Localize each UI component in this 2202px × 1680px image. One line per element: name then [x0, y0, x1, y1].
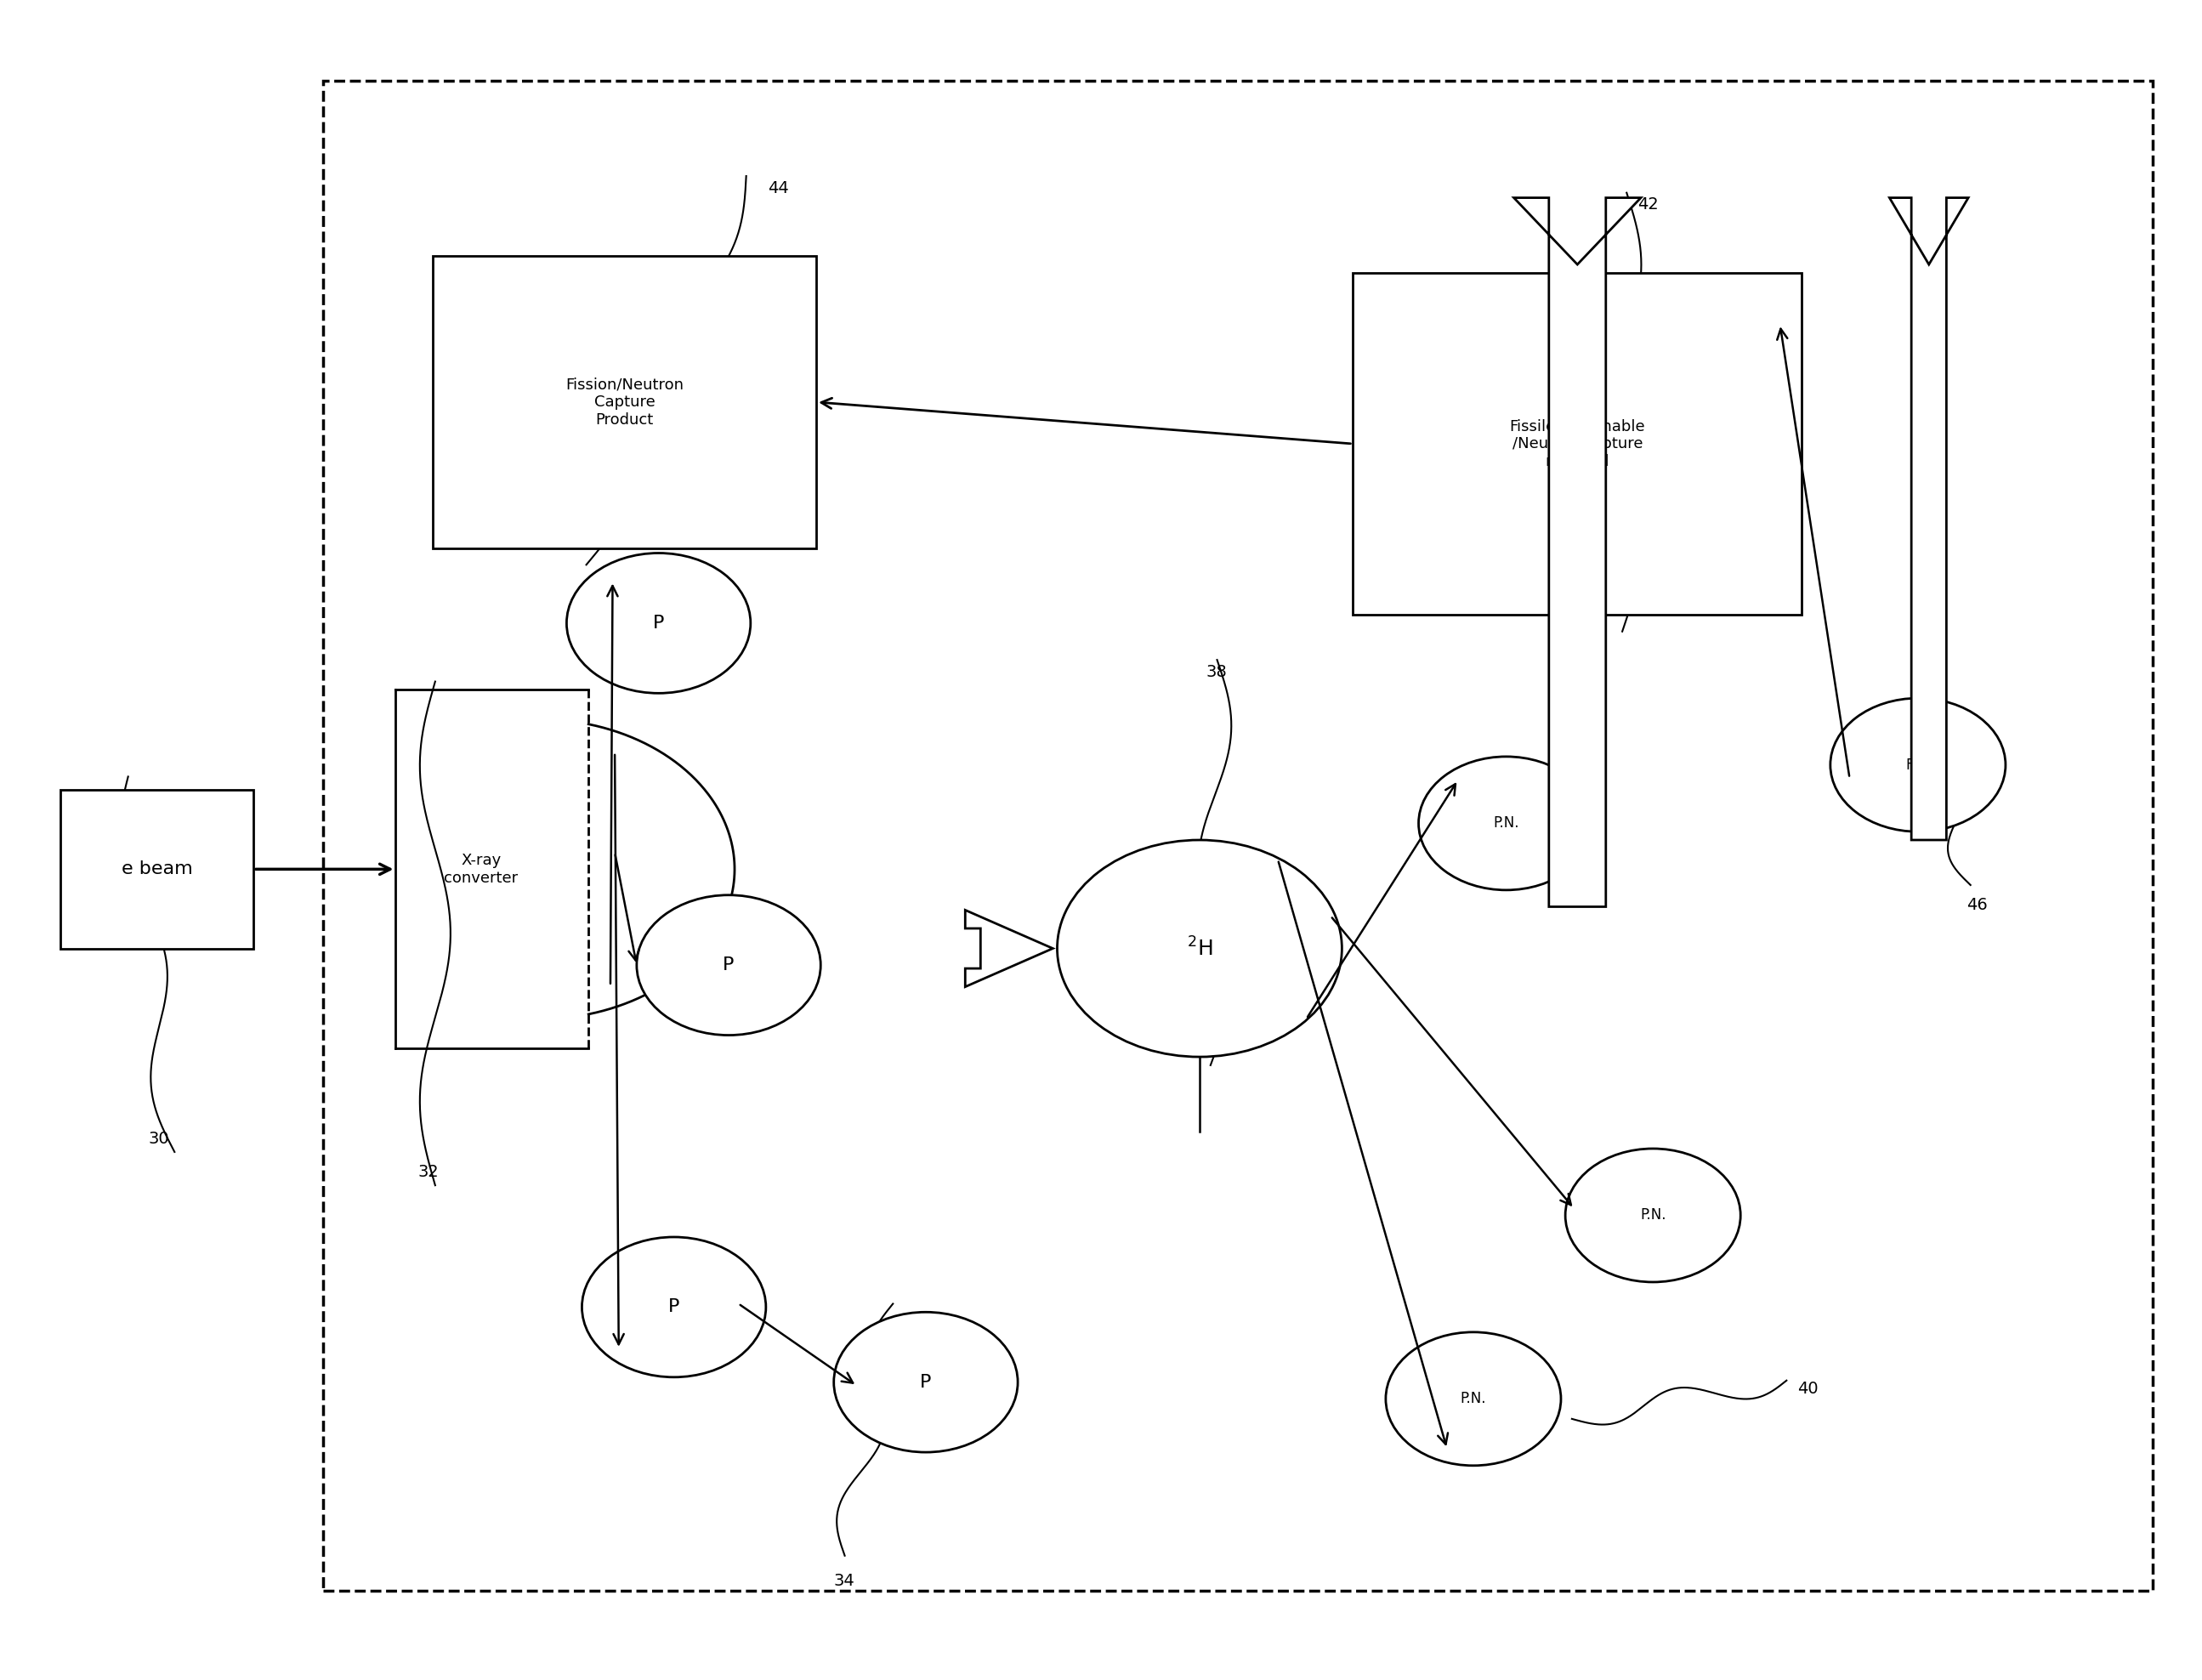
Text: 40: 40	[1797, 1381, 1819, 1398]
Text: Fissile/Fissionable
/Neutron capture
material: Fissile/Fissionable /Neutron capture mat…	[1511, 418, 1645, 469]
Circle shape	[1566, 1149, 1740, 1282]
Text: P: P	[722, 956, 733, 974]
Circle shape	[566, 553, 751, 694]
Circle shape	[1385, 1332, 1561, 1465]
Text: e beam: e beam	[121, 860, 192, 877]
Bar	[396, 690, 588, 1048]
Circle shape	[835, 1312, 1017, 1452]
Circle shape	[581, 1236, 766, 1378]
Text: 30: 30	[148, 1131, 170, 1147]
Text: P.N.: P.N.	[1493, 816, 1519, 832]
Text: P.N.: P.N.	[1460, 1391, 1486, 1406]
Text: F.N.: F.N.	[1905, 758, 1931, 773]
Text: P.N.: P.N.	[1640, 1208, 1667, 1223]
Text: 34: 34	[835, 1572, 854, 1589]
Polygon shape	[964, 911, 1053, 986]
Text: P: P	[654, 615, 665, 632]
Polygon shape	[1513, 198, 1640, 907]
Text: P: P	[920, 1374, 931, 1391]
Bar	[324, 81, 2151, 1591]
Text: 44: 44	[768, 180, 788, 197]
Text: X-ray
converter: X-ray converter	[445, 853, 517, 885]
Bar	[434, 255, 817, 548]
Circle shape	[1057, 840, 1341, 1057]
Circle shape	[1830, 699, 2006, 832]
Text: P: P	[667, 1299, 680, 1315]
Bar	[62, 790, 253, 949]
Text: 32: 32	[418, 1164, 438, 1181]
Bar	[1352, 272, 1801, 615]
Text: $^{2}$H: $^{2}$H	[1187, 937, 1213, 959]
Circle shape	[636, 895, 821, 1035]
Circle shape	[1418, 756, 1594, 890]
Text: Fission/Neutron
Capture
Product: Fission/Neutron Capture Product	[566, 376, 685, 427]
Polygon shape	[1889, 198, 1969, 840]
Text: 38: 38	[1207, 664, 1227, 680]
Text: 42: 42	[1638, 197, 1658, 213]
Text: 46: 46	[1966, 897, 1986, 914]
